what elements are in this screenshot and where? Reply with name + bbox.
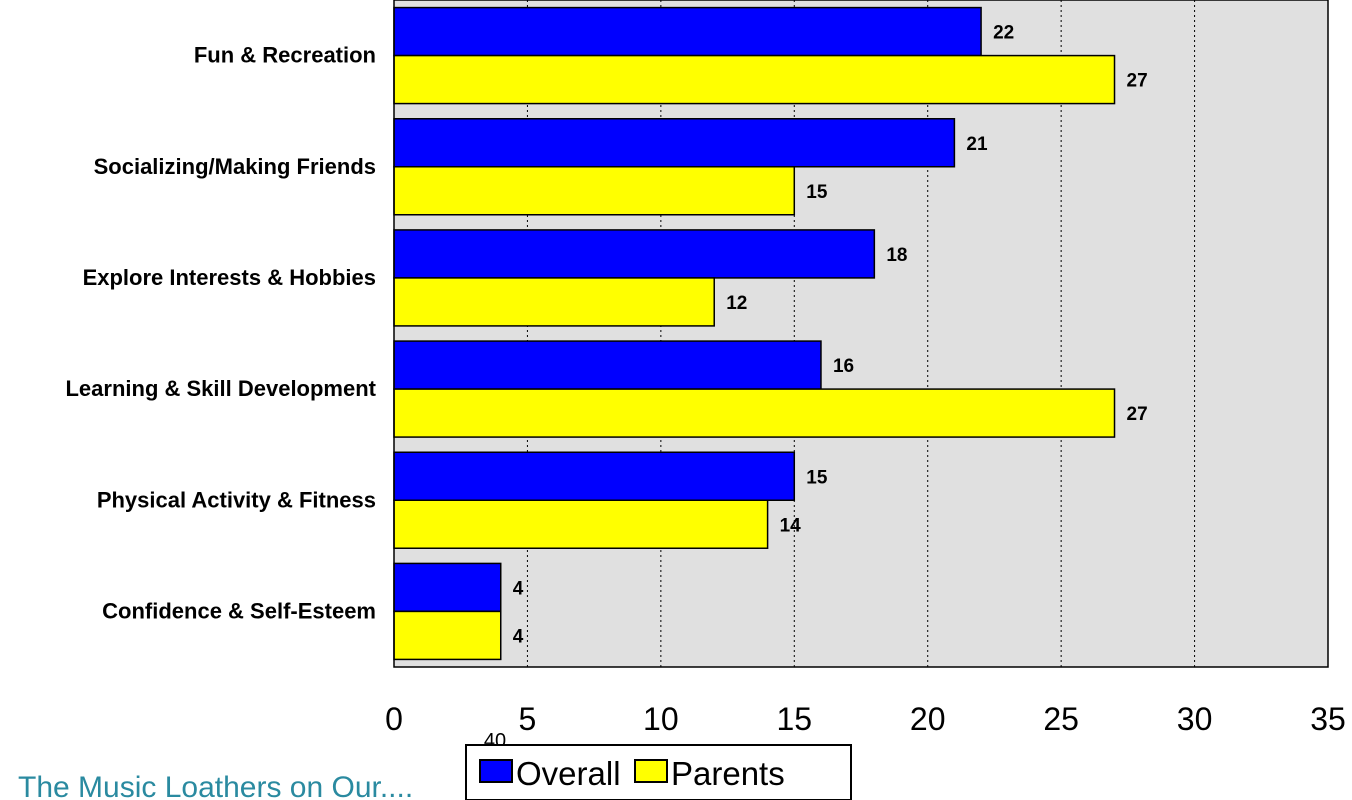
x-tick-labels: 0 5 10 15 20 25 30 35 (385, 701, 1346, 737)
legend: Overall Parents (465, 744, 852, 800)
bar-parents (393, 388, 1116, 438)
data-label: 16 (833, 356, 854, 377)
bar-overall (393, 562, 502, 613)
category-label: Explore Interests & Hobbies (83, 265, 376, 290)
plot-frame (393, 0, 1329, 668)
data-label: 4 (513, 578, 524, 599)
legend-swatch-overall (479, 759, 513, 783)
bar-overall (393, 229, 876, 279)
x-tick-label: 25 (1043, 701, 1079, 737)
x-tick-label: 20 (910, 701, 946, 737)
bar-overall (393, 451, 796, 501)
data-label: 15 (806, 467, 828, 488)
category-label: Fun & Recreation (194, 43, 376, 68)
legend-label-parents: Parents (671, 755, 785, 792)
bar-parents (393, 610, 502, 661)
legend-label-overall: Overall (516, 755, 621, 792)
x-tick-label: 10 (643, 701, 679, 737)
x-tick-label: 0 (385, 701, 403, 737)
data-label: 27 (1127, 404, 1148, 425)
bar-parents (393, 499, 769, 549)
data-label: 4 (513, 626, 524, 647)
bars (393, 6, 1116, 661)
data-label: 14 (780, 515, 802, 536)
data-labels: 22 27 21 15 18 12 16 27 15 14 4 4 (513, 23, 1148, 648)
plot-background (394, 0, 1328, 667)
data-label: 21 (966, 134, 988, 155)
category-label: Physical Activity & Fitness (97, 487, 376, 512)
x-tick-label: 5 (519, 701, 537, 737)
grid-lines (526, 0, 1196, 667)
data-label: 27 (1127, 71, 1148, 92)
x-tick-label: 15 (776, 701, 812, 737)
category-labels: Fun & Recreation Socializing/Making Frien… (65, 43, 376, 624)
bar-parents (393, 277, 715, 327)
x-tick-label: 35 (1310, 701, 1346, 737)
data-label: 12 (726, 293, 747, 314)
data-label: 18 (886, 245, 907, 266)
bar-overall (393, 6, 982, 57)
footer-text: The Music Loathers on Our.... (18, 771, 413, 800)
category-label: Learning & Skill Development (65, 376, 376, 401)
x-tick-label: 30 (1177, 701, 1213, 737)
data-label: 22 (993, 23, 1014, 44)
category-label: Socializing/Making Friends (94, 154, 376, 179)
bar-overall (393, 340, 822, 390)
bar-overall (393, 118, 956, 168)
category-label: Confidence & Self-Esteem (102, 598, 376, 623)
bar-parents (393, 54, 1116, 105)
data-label: 15 (806, 182, 828, 203)
bar-parents (393, 166, 796, 216)
legend-swatch-parents (634, 759, 668, 783)
